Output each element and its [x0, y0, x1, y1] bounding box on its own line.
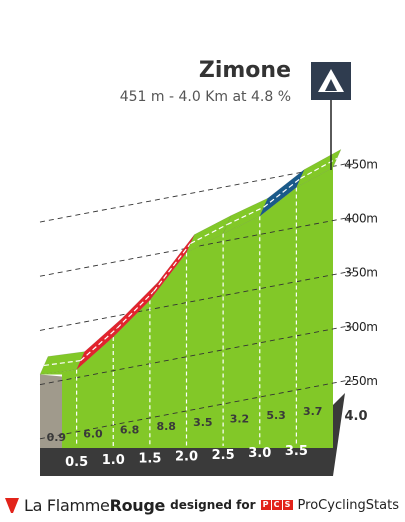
gridline-450	[39, 163, 348, 223]
end-distance-label: 4.0	[344, 409, 367, 424]
laflammerouge-brand: La FlammeRouge	[4, 494, 165, 516]
elevation-label: 400m	[344, 212, 377, 226]
gridline-250	[39, 380, 348, 440]
brand-prefix: La Flamme	[24, 495, 110, 515]
segment-centerline	[190, 224, 228, 245]
segment-centerline	[80, 327, 118, 362]
pcs-logo-letter-p: P	[260, 500, 271, 510]
gradient-label: 5.3	[266, 409, 286, 422]
elevation-axis: 250m 300m 350m 400m 450m	[344, 157, 378, 388]
km-label: 2.0	[175, 450, 198, 465]
km-label: 3.0	[248, 446, 271, 461]
elevation-label: 450m	[344, 157, 377, 171]
brand-name: La FlammeRouge	[24, 496, 165, 515]
gridline-350	[39, 271, 348, 331]
gradient-label: 0.9	[47, 431, 67, 444]
gradient-label: 6.8	[120, 424, 140, 437]
climb-stats: 451 m - 4.0 Km at 4.8 %	[120, 89, 291, 105]
gridline-300	[39, 325, 348, 386]
profile-body	[40, 167, 333, 449]
pcs-logo-icon: P C S	[260, 500, 293, 510]
km-label: 0.5	[65, 455, 88, 470]
designed-for-text: designed for	[170, 498, 256, 512]
km-label: 3.5	[285, 444, 308, 459]
elevation-label: 300m	[344, 320, 377, 334]
gradient-label: 3.5	[193, 416, 213, 429]
elevation-label: 250m	[344, 374, 377, 388]
flamme-rouge-icon	[5, 498, 19, 513]
start-wall	[40, 374, 62, 448]
segment-centerline	[226, 206, 265, 226]
km-label: 1.5	[138, 451, 161, 466]
mountain-summit-icon	[311, 62, 351, 100]
segment-centerline	[43, 359, 81, 367]
gradient-segments	[39, 148, 342, 375]
profile-labels: 0.9 6.0 6.8 8.8 3.5 3.2 5.3 3.7 0.5 1.0 1.5 2.0 2.5 3…	[47, 405, 368, 470]
procyclingstats-name: ProCyclingStats	[297, 497, 399, 513]
elevation-label: 350m	[344, 266, 377, 280]
segment-centerline	[153, 243, 191, 292]
km-label: 1.0	[102, 453, 125, 468]
km-label: 2.5	[212, 448, 235, 463]
gradient-label: 6.0	[83, 427, 103, 440]
pcs-logo-letter-s: S	[282, 500, 293, 510]
gradient-label: 3.7	[303, 405, 323, 418]
designed-for-credit: designed for P C S ProCyclingStats	[170, 494, 399, 516]
gradient-label: 8.8	[156, 420, 176, 433]
segment-centerline	[116, 290, 155, 329]
pcs-logo-letter-c: C	[271, 500, 282, 510]
brand-suffix: Rouge	[109, 495, 166, 515]
climb-title: Zimone	[199, 58, 291, 83]
gradient-label: 3.2	[230, 413, 250, 426]
